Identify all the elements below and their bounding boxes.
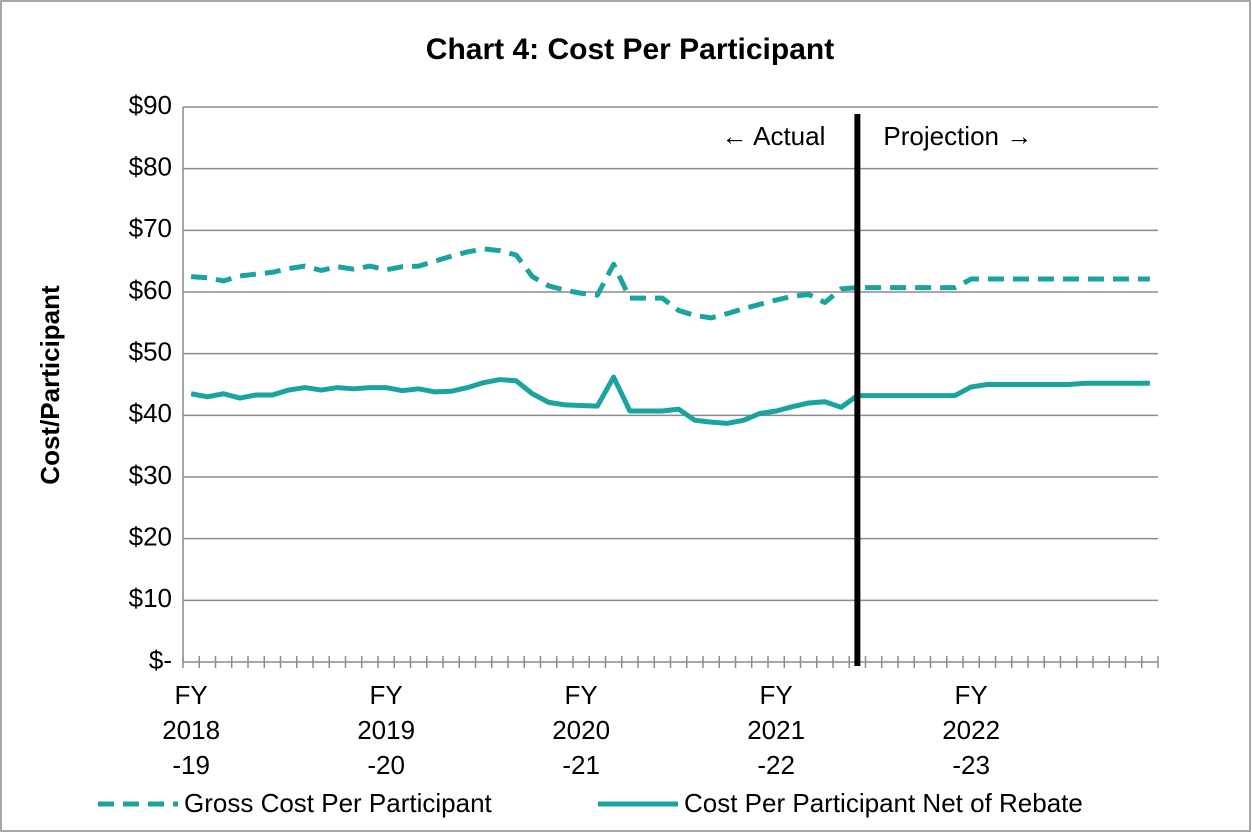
y-tick-label: $20 xyxy=(129,522,172,552)
y-tick-label: $70 xyxy=(129,213,172,243)
x-tick-label: FY 2018 -19 xyxy=(162,680,221,780)
annotation: Projection → xyxy=(883,121,1032,151)
chart-title: Chart 4: Cost Per Participant xyxy=(426,33,834,66)
y-tick-label: $50 xyxy=(129,337,172,367)
y-tick-label: $10 xyxy=(129,583,172,613)
x-tick-label: FY 2019 -20 xyxy=(357,680,416,780)
y-tick-label: $30 xyxy=(129,460,172,490)
legend-label: Cost Per Participant Net of Rebate xyxy=(684,788,1083,818)
y-tick-label: $90 xyxy=(129,90,172,120)
series-line xyxy=(190,246,1150,321)
annotation: ← Actual xyxy=(721,121,825,151)
series-line xyxy=(190,374,1150,426)
x-tick-label: FY 2022 -23 xyxy=(942,680,1001,780)
x-tick-label: FY 2020 -21 xyxy=(552,680,611,780)
x-tick-label: FY 2021 -22 xyxy=(747,680,806,780)
legend-label: Gross Cost Per Participant xyxy=(184,788,493,818)
y-tick-label: $60 xyxy=(129,275,172,305)
y-tick-label: $40 xyxy=(129,398,172,428)
y-tick-label: $80 xyxy=(129,152,172,182)
y-axis-label: Cost/Participant xyxy=(35,285,65,485)
y-tick-label: $- xyxy=(149,645,172,675)
